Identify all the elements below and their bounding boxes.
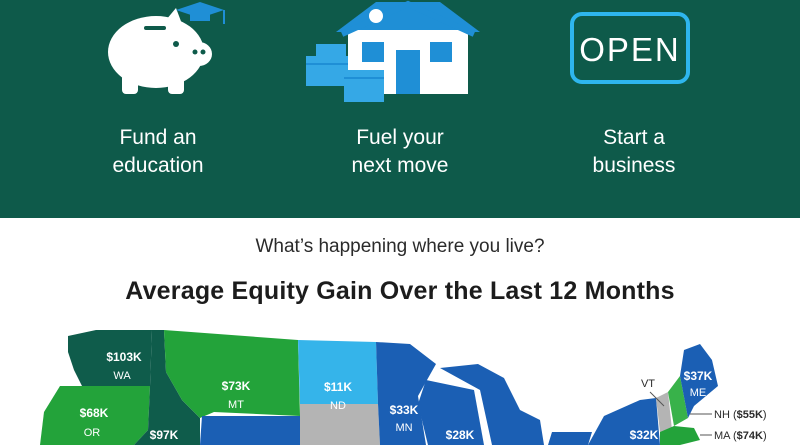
state-abbr-wa: WA xyxy=(113,370,131,382)
state-or xyxy=(40,386,150,445)
state-sd xyxy=(300,404,380,445)
panel-label: Fund an education xyxy=(112,126,204,177)
state-value-nh: $55K xyxy=(737,409,763,421)
state-abbr-or: OR xyxy=(84,427,101,439)
state-value-wa: $103K xyxy=(106,350,142,364)
state-mi xyxy=(440,364,544,445)
us-equity-map: $103K WA $68K OR $97K $73K MT $11K ND $3… xyxy=(0,320,800,445)
state-abbr-nd: ND xyxy=(330,400,346,412)
state-value-ny: $32K xyxy=(630,428,659,442)
state-nh xyxy=(668,376,688,426)
panel-label: Fuel your next move xyxy=(351,126,449,177)
panel-business: OPEN Start a business xyxy=(524,0,744,218)
state-value-or: $68K xyxy=(80,406,109,420)
callout-nh: NH ($55K) xyxy=(714,409,767,421)
state-id xyxy=(134,330,200,445)
state-value-mt: $73K xyxy=(222,379,251,393)
state-ma xyxy=(660,426,700,445)
state-value-id: $97K xyxy=(150,428,179,442)
state-wa xyxy=(68,330,152,386)
panel-education: Fund an education xyxy=(48,0,268,218)
state-abbr-mn: MN xyxy=(395,422,412,434)
state-ny xyxy=(588,398,660,445)
open-sign-text: OPEN xyxy=(579,31,681,68)
panel-move: Fuel your next move xyxy=(290,0,510,218)
state-wi xyxy=(418,380,484,445)
state-nd xyxy=(298,340,378,404)
state-value-nd: $11K xyxy=(324,380,352,394)
state-abbr-me: ME xyxy=(690,387,707,399)
state-pa xyxy=(548,432,592,445)
state-mn xyxy=(376,342,436,445)
state-abbr-vt: VT xyxy=(641,378,655,390)
state-value-me: $37K xyxy=(684,369,713,383)
benefits-banner: Fund an education Fuel your next move xyxy=(0,0,800,218)
state-value-mn: $33K xyxy=(390,403,419,417)
callout-ma: MA ($74K) xyxy=(714,430,767,442)
subheading: What’s happening where you live? xyxy=(255,236,545,257)
page-title: Average Equity Gain Over the Last 12 Mon… xyxy=(125,277,675,305)
state-abbr-ma: MA xyxy=(714,430,731,442)
state-me xyxy=(680,344,718,418)
panel-label: Start a business xyxy=(592,126,676,177)
state-abbr-nh: NH xyxy=(714,409,730,421)
state-value-wi: $28K xyxy=(446,428,475,442)
state-value-ma: $74K xyxy=(737,430,763,442)
state-abbr-mt: MT xyxy=(228,399,244,411)
state-mt xyxy=(164,330,300,418)
state-wy xyxy=(200,416,300,445)
